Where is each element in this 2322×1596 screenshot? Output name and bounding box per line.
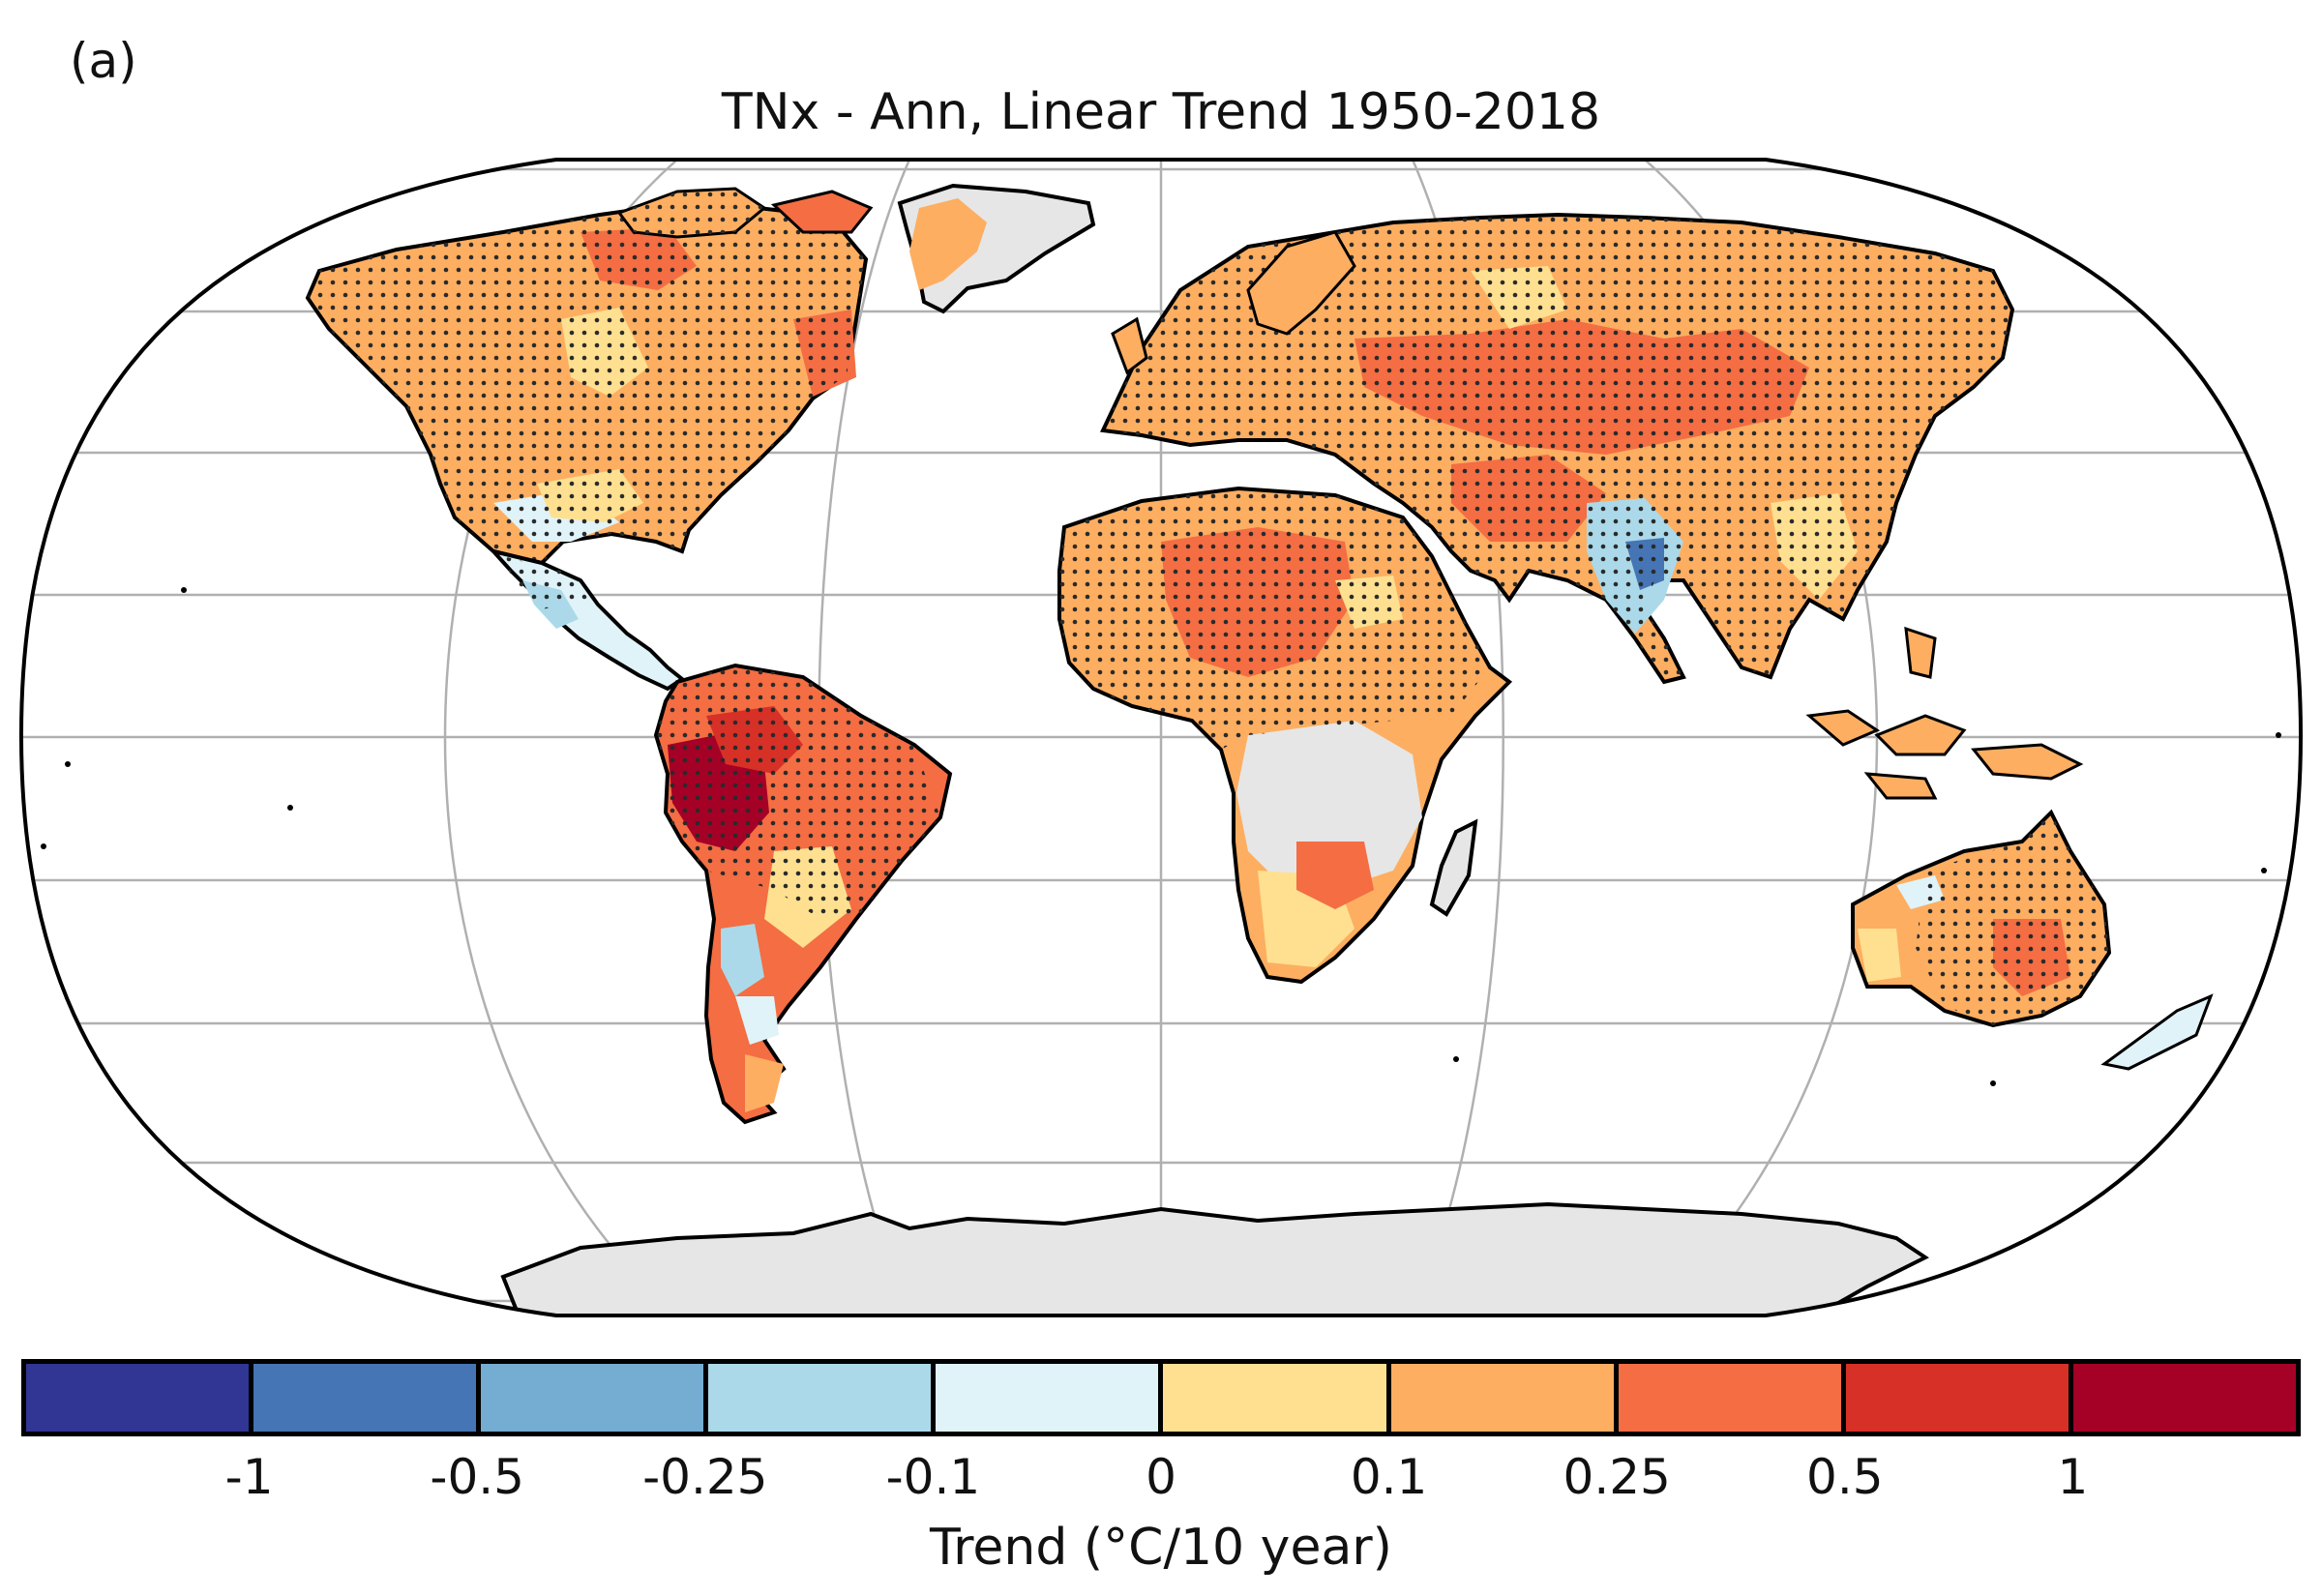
greenland [897, 183, 1096, 314]
north-america [305, 198, 869, 566]
colorbar [21, 1359, 2301, 1436]
antarctica [500, 1201, 1929, 1315]
colorbar-segment-1 [253, 1364, 482, 1432]
scandinavia [1246, 230, 1356, 336]
central-america [488, 547, 686, 692]
australia [1851, 809, 2112, 1028]
south-america [653, 663, 953, 1125]
map-boundary [18, 158, 2304, 1317]
new-zealand [2100, 993, 2214, 1071]
british-isles [1111, 316, 1148, 375]
colorbar-segment-2 [481, 1364, 709, 1432]
panel-label: (a) [70, 33, 137, 89]
colorbar-segment-6 [1390, 1364, 1619, 1432]
colorbar-segment-4 [936, 1364, 1164, 1432]
colorbar-tick-label: -1 [224, 1449, 274, 1505]
eurasia [1100, 212, 2015, 685]
colorbar-segment-3 [708, 1364, 937, 1432]
maritime-southeast-asia [1805, 626, 2084, 800]
colorbar-tick-label: -0.5 [430, 1449, 524, 1505]
colorbar-tick-label: 0 [1146, 1449, 1176, 1505]
colorbar-tick-label: 1 [2057, 1449, 2089, 1505]
colorbar-tick-label: 0.25 [1563, 1449, 1671, 1505]
pacific-islands [41, 587, 2281, 1086]
colorbar-tick-label: 0.1 [1350, 1449, 1428, 1505]
madagascar [1429, 818, 1478, 917]
colorbar-tick-label: -0.1 [885, 1449, 981, 1505]
colorbar-segment-9 [2072, 1364, 2296, 1432]
africa [1057, 486, 1513, 985]
colorbar-segment-8 [1845, 1364, 2073, 1432]
colorbar-segment-0 [26, 1364, 254, 1432]
colorbar-label: Trend (°C/10 year) [930, 1519, 1392, 1577]
world-map [18, 158, 2304, 1317]
map-title: TNx - Ann, Linear Trend 1950-2018 [721, 83, 1601, 141]
arctic-islands [616, 187, 874, 239]
colorbar-segment-7 [1618, 1364, 1846, 1432]
colorbar-tick-label: -0.25 [642, 1449, 768, 1505]
colorbar-tick-label: 0.5 [1806, 1449, 1884, 1505]
colorbar-segment-5 [1163, 1364, 1391, 1432]
